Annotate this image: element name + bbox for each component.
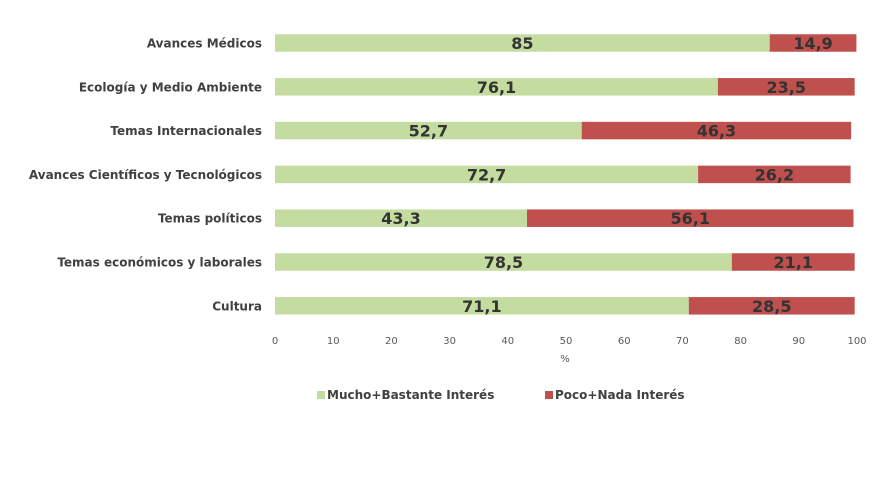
bar-segment xyxy=(527,209,854,227)
data-label: 76,1 xyxy=(477,78,516,97)
data-label: 46,3 xyxy=(697,122,736,141)
category-label: Ecología y Medio Ambiente xyxy=(79,80,262,94)
data-label: 14,9 xyxy=(793,34,832,53)
x-tick-label: 70 xyxy=(676,336,689,347)
x-tick-label: 40 xyxy=(501,336,514,347)
bar-segment xyxy=(275,34,770,52)
category-labels: Avances Médicos Ecología y Medio Ambiente… xyxy=(29,37,262,314)
data-label: 23,5 xyxy=(767,78,806,97)
bar-segment xyxy=(275,253,732,271)
bar-segment xyxy=(717,78,855,96)
category-label: Avances Médicos xyxy=(147,37,262,51)
x-tick-label: 0 xyxy=(272,336,278,347)
bar-segment xyxy=(731,253,855,271)
x-tick-label: 60 xyxy=(618,336,631,347)
legend-swatch xyxy=(317,391,325,399)
data-label: 71,1 xyxy=(462,297,501,316)
x-tick-label: 100 xyxy=(847,336,866,347)
bar-segment xyxy=(275,165,699,184)
x-tick-label: 90 xyxy=(792,336,805,347)
x-tick-label: 10 xyxy=(327,336,340,347)
bar-segment xyxy=(275,209,528,227)
data-label: 56,1 xyxy=(671,209,710,228)
x-axis: 0 10 20 30 40 50 60 70 80 90 100 xyxy=(272,336,867,347)
data-label: 21,1 xyxy=(774,253,813,272)
bar-segment xyxy=(688,297,855,315)
legend-label: Poco+Nada Interés xyxy=(555,388,685,402)
data-label: 85 xyxy=(511,34,533,53)
bar-segment xyxy=(275,121,582,140)
bar-segment xyxy=(581,121,852,140)
legend: Mucho+Bastante Interés Poco+Nada Interés xyxy=(317,388,685,402)
data-label: 28,5 xyxy=(752,297,791,316)
category-label: Temas Internacionales xyxy=(110,124,262,138)
bars-layer: 85 14,9 76,1 23,5 52,7 46,3 72,7 26,2 43,3 56,1 78… xyxy=(275,34,857,316)
legend-swatch xyxy=(545,391,553,399)
category-label: Cultura xyxy=(212,299,262,313)
x-tick-label: 30 xyxy=(443,336,456,347)
legend-label: Mucho+Bastante Interés xyxy=(327,388,494,402)
x-tick-label: 20 xyxy=(385,336,398,347)
data-label: 78,5 xyxy=(484,253,523,272)
bar-segment xyxy=(698,165,851,184)
data-label: 43,3 xyxy=(381,209,420,228)
data-label: 72,7 xyxy=(467,165,506,184)
bar-segment xyxy=(275,297,689,315)
bar-segment xyxy=(275,78,718,96)
category-label: Avances Científicos y Tecnológicos xyxy=(29,168,262,182)
x-axis-title: % xyxy=(560,354,570,365)
bar-segment xyxy=(769,34,857,52)
data-label: 52,7 xyxy=(409,122,448,141)
category-label: Temas económicos y laborales xyxy=(57,256,262,270)
category-label: Temas políticos xyxy=(158,212,262,226)
data-label: 26,2 xyxy=(755,165,794,184)
x-tick-label: 80 xyxy=(734,336,747,347)
x-tick-label: 50 xyxy=(560,336,573,347)
